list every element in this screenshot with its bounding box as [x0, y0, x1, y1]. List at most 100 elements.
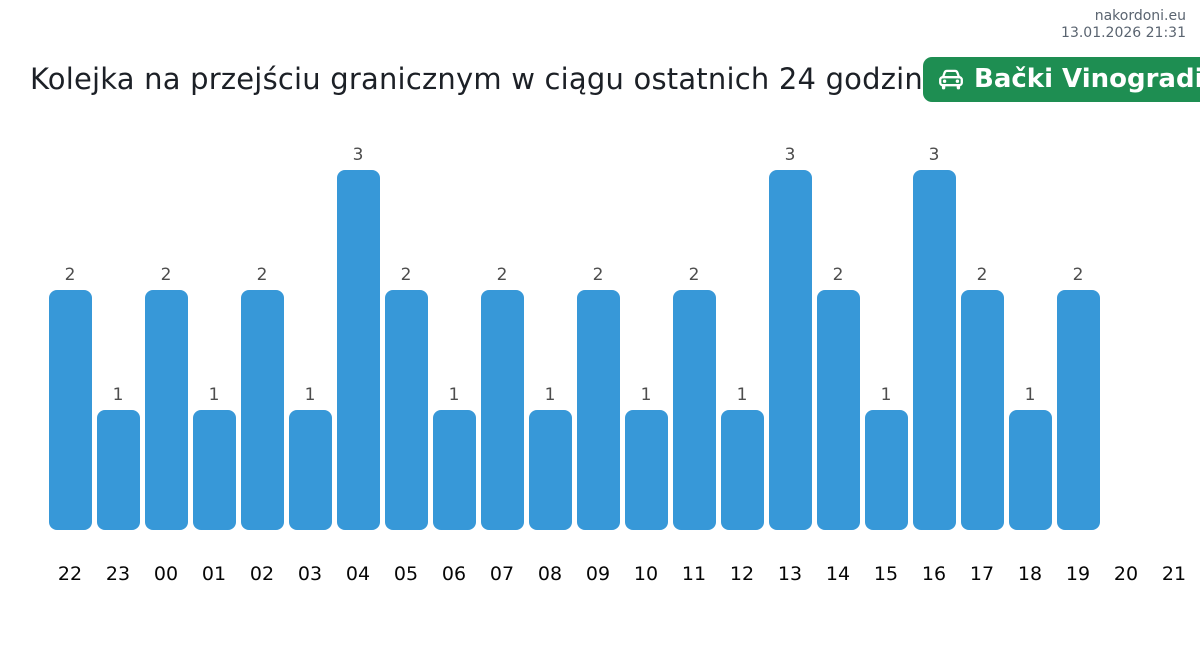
x-tick-label-13: 13 — [777, 563, 803, 585]
x-tick-label-11: 11 — [681, 563, 707, 585]
bar-slot-21 — [1150, 138, 1198, 530]
bar-value-label-19: 2 — [1072, 265, 1084, 285]
bar-00 — [144, 290, 188, 530]
x-tick-label-17: 17 — [969, 563, 995, 585]
bar-slot-11: 2 — [670, 138, 718, 530]
bar-value-label-02: 2 — [256, 265, 268, 285]
bar-09 — [576, 290, 620, 530]
bar-value-label-04: 3 — [352, 145, 364, 165]
x-tick-label-22: 22 — [57, 563, 83, 585]
bar-value-label-00: 2 — [160, 265, 172, 285]
title-row: Kolejka na przejściu granicznym w ciągu … — [30, 55, 1200, 103]
header-meta: nakordoni.eu 13.01.2026 21:31 — [1061, 8, 1186, 41]
bar-slot-19: 2 — [1054, 138, 1102, 530]
crossing-badge-button[interactable]: Bački Vinogradi — [923, 56, 1200, 102]
bar-value-label-10: 1 — [640, 385, 652, 405]
bar-value-label-11: 2 — [688, 265, 700, 285]
bar-slot-04: 3 — [334, 138, 382, 530]
bar-slot-20 — [1102, 138, 1150, 530]
bar-value-label-16: 3 — [928, 145, 940, 165]
bar-value-label-22: 2 — [64, 265, 76, 285]
bar-06 — [432, 410, 476, 530]
car-front-icon — [937, 67, 965, 91]
x-tick-label-09: 09 — [585, 563, 611, 585]
queue-bar-chart: 2 1 2 1 2 1 3 2 1 2 1 2 1 2 1 3 2 1 3 2 1 2 — [46, 138, 1198, 530]
bar-value-label-18: 1 — [1024, 385, 1036, 405]
bar-slot-14: 2 — [814, 138, 862, 530]
bar-value-label-03: 1 — [304, 385, 316, 405]
bar-16 — [912, 170, 956, 530]
bar-19 — [1056, 290, 1100, 530]
x-tick-label-01: 01 — [201, 563, 227, 585]
bar-value-label-08: 1 — [544, 385, 556, 405]
bar-slot-15: 1 — [862, 138, 910, 530]
bar-03 — [288, 410, 332, 530]
bar-value-label-12: 1 — [736, 385, 748, 405]
bar-slot-08: 1 — [526, 138, 574, 530]
x-tick-label-07: 07 — [489, 563, 515, 585]
bar-value-label-07: 2 — [496, 265, 508, 285]
bar-05 — [384, 290, 428, 530]
x-tick-label-02: 02 — [249, 563, 275, 585]
x-tick-label-15: 15 — [873, 563, 899, 585]
bar-07 — [480, 290, 524, 530]
bar-02 — [240, 290, 284, 530]
bar-slot-17: 2 — [958, 138, 1006, 530]
bar-08 — [528, 410, 572, 530]
timestamp: 13.01.2026 21:31 — [1061, 24, 1186, 41]
x-tick-label-18: 18 — [1017, 563, 1043, 585]
bar-13 — [768, 170, 812, 530]
bar-10 — [624, 410, 668, 530]
bar-slot-09: 2 — [574, 138, 622, 530]
bar-value-label-14: 2 — [832, 265, 844, 285]
bar-slot-01: 1 — [190, 138, 238, 530]
bar-value-label-17: 2 — [976, 265, 988, 285]
bar-11 — [672, 290, 716, 530]
x-tick-label-16: 16 — [921, 563, 947, 585]
bar-slot-18: 1 — [1006, 138, 1054, 530]
x-tick-label-12: 12 — [729, 563, 755, 585]
bar-slot-00: 2 — [142, 138, 190, 530]
bar-slot-03: 1 — [286, 138, 334, 530]
bar-slot-23: 1 — [94, 138, 142, 530]
bar-value-label-23: 1 — [112, 385, 124, 405]
crossing-badge-label: Bački Vinogradi — [974, 63, 1200, 94]
bar-slot-16: 3 — [910, 138, 958, 530]
x-axis: 22 23 00 01 02 03 04 05 06 07 08 09 10 11 12 13 14 15 16 17… — [46, 563, 1198, 585]
bar-value-label-05: 2 — [400, 265, 412, 285]
bar-value-label-01: 1 — [208, 385, 220, 405]
bar-12 — [720, 410, 764, 530]
bar-slot-05: 2 — [382, 138, 430, 530]
bar-slot-10: 1 — [622, 138, 670, 530]
x-tick-label-08: 08 — [537, 563, 563, 585]
bar-value-label-09: 2 — [592, 265, 604, 285]
bar-slot-06: 1 — [430, 138, 478, 530]
page-title: Kolejka na przejściu granicznym w ciągu … — [30, 62, 923, 96]
bar-value-label-15: 1 — [880, 385, 892, 405]
x-tick-label-23: 23 — [105, 563, 131, 585]
x-tick-label-10: 10 — [633, 563, 659, 585]
bar-17 — [960, 290, 1004, 530]
bar-01 — [192, 410, 236, 530]
bar-slot-07: 2 — [478, 138, 526, 530]
bar-22 — [48, 290, 92, 530]
bar-slot-22: 2 — [46, 138, 94, 530]
bar-18 — [1008, 410, 1052, 530]
x-tick-label-00: 00 — [153, 563, 179, 585]
bar-04 — [336, 170, 380, 530]
bar-23 — [96, 410, 140, 530]
x-tick-label-05: 05 — [393, 563, 419, 585]
bar-slot-02: 2 — [238, 138, 286, 530]
x-tick-label-14: 14 — [825, 563, 851, 585]
x-tick-label-03: 03 — [297, 563, 323, 585]
bar-15 — [864, 410, 908, 530]
bar-value-label-13: 3 — [784, 145, 796, 165]
bar-slot-12: 1 — [718, 138, 766, 530]
bar-slot-13: 3 — [766, 138, 814, 530]
x-tick-label-21: 21 — [1161, 563, 1187, 585]
bar-14 — [816, 290, 860, 530]
x-tick-label-19: 19 — [1065, 563, 1091, 585]
x-tick-label-04: 04 — [345, 563, 371, 585]
bar-value-label-06: 1 — [448, 385, 460, 405]
